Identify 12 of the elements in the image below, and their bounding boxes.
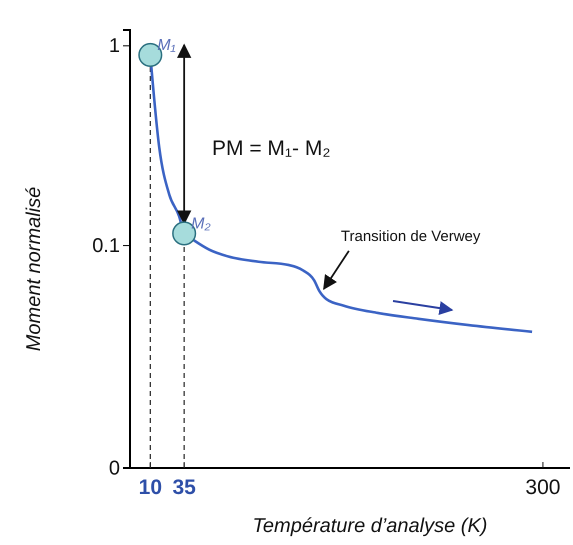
annotation: M₂	[191, 215, 211, 232]
annotation: Transition de Verwey	[340, 228, 481, 245]
y-axis-title: Moment normalisé	[23, 186, 45, 352]
x-axis-title: Température d’analyse (K)	[252, 515, 488, 537]
x-tick-label: 300	[525, 476, 560, 500]
annotation: PM = M₁- M₂	[212, 137, 330, 160]
y-tick-label: 1	[108, 35, 120, 58]
y-tick-label: 0.1	[92, 234, 120, 257]
annotation: M₁	[157, 36, 176, 54]
y-tick-label: 0	[108, 457, 120, 480]
x-tick-label: 35	[172, 476, 196, 500]
x-tick-label: 10	[138, 476, 162, 500]
